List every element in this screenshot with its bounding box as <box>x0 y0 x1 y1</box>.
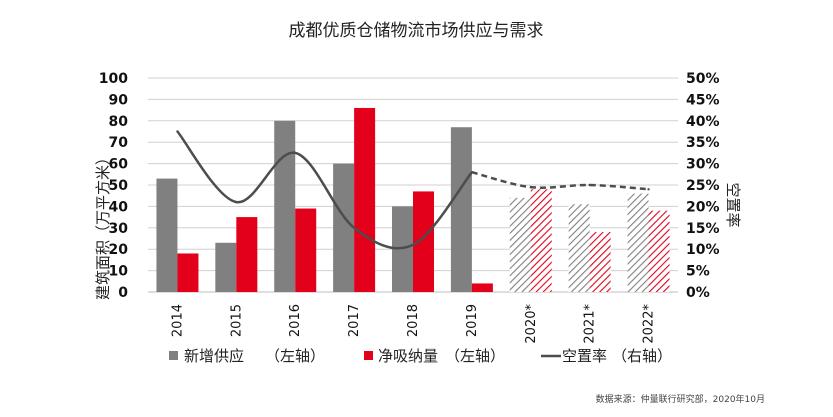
left-tick-label: 100 <box>99 71 128 87</box>
legend-label-vacancy: 空置率 <box>562 347 607 365</box>
vacancy-point-2020 <box>529 185 532 189</box>
vacancy-line-actual <box>176 130 473 250</box>
left-tick-label: 70 <box>109 135 129 151</box>
vacancy-point-2021 <box>588 183 591 187</box>
x-tick-label: 2022* <box>642 304 657 344</box>
left-axis-title: 建筑面积（万平方米） <box>94 150 112 300</box>
bar-absorption-2014 <box>177 253 199 292</box>
right-tick-label: 35% <box>686 135 720 151</box>
right-axis-title: 空置率 <box>724 182 742 227</box>
vacancy-line <box>176 130 650 250</box>
legend: 新增供应 （左轴） 净吸纳量 （左轴） 空置率 （右轴） <box>169 347 672 365</box>
left-tick-label: 90 <box>109 92 129 108</box>
right-tick-label: 5% <box>686 264 710 280</box>
vacancy-point-2017 <box>352 226 356 229</box>
x-tick-label: 2020* <box>524 304 539 344</box>
right-tick-label: 0% <box>686 285 710 301</box>
legend-label-absorption: 净吸纳量 <box>378 347 438 365</box>
x-tick-label: 2019 <box>465 304 480 337</box>
x-tick-label: 2021* <box>583 304 598 344</box>
bar-supply-2015 <box>215 242 237 292</box>
legend-swatch-supply <box>169 351 178 360</box>
x-axis-ticks: 2014 2015 2016 2017 2018 2019 2020* 2021* 2022* <box>170 304 656 344</box>
legend-axis-vacancy: （右轴） <box>612 347 672 365</box>
left-tick-label: 80 <box>109 114 129 130</box>
right-tick-label: 40% <box>686 114 720 130</box>
left-tick-label: 0 <box>118 285 128 301</box>
left-tick-label: 30 <box>109 221 129 237</box>
left-tick-label: 60 <box>109 157 129 173</box>
bar-supply-2014 <box>156 178 178 292</box>
left-tick-label: 20 <box>109 242 129 258</box>
bar-absorption-2022 <box>648 210 670 292</box>
chart-title: 成都优质仓储物流市场供应与需求 <box>289 21 544 41</box>
left-tick-label: 10 <box>109 264 129 280</box>
legend-swatch-absorption <box>364 351 373 360</box>
source-note: 数据来源：仲量联行研究部，2020年10月 <box>596 393 765 405</box>
x-tick-label: 2015 <box>229 304 244 337</box>
legend-label-supply: 新增供应 <box>184 347 244 365</box>
legend-axis-absorption: （左轴） <box>445 347 505 365</box>
bar-supply-2021 <box>568 204 590 292</box>
left-axis-ticks: 0 10 20 30 40 50 60 70 80 90 100 <box>99 71 128 301</box>
bar-supply-2016 <box>274 120 296 292</box>
vacancy-line-forecast <box>471 170 649 191</box>
bar-supply-2017 <box>333 163 355 292</box>
x-tick-label: 2017 <box>347 304 362 337</box>
x-tick-label: 2016 <box>288 304 303 337</box>
right-tick-label: 45% <box>686 92 720 108</box>
bars <box>156 107 670 293</box>
vacancy-point-2022 <box>647 188 650 191</box>
bar-absorption-2015 <box>236 217 258 292</box>
bar-absorption-2020 <box>530 189 552 292</box>
vacancy-point-2015 <box>235 200 238 204</box>
bar-absorption-2019 <box>471 283 493 292</box>
bar-supply-2020 <box>509 197 531 292</box>
right-tick-label: 10% <box>686 242 720 258</box>
vacancy-point-2014 <box>176 130 179 133</box>
left-tick-label: 50 <box>109 178 129 194</box>
x-tick-label: 2018 <box>406 304 421 337</box>
right-tick-label: 50% <box>686 71 720 87</box>
legend-axis-supply: （左轴） <box>265 347 325 365</box>
bar-absorption-2017 <box>354 107 376 293</box>
vacancy-point-2019 <box>470 170 474 174</box>
right-tick-label: 30% <box>686 157 720 173</box>
right-tick-label: 25% <box>686 178 720 194</box>
bar-absorption-2018 <box>413 191 434 292</box>
bar-supply-2019 <box>450 127 472 292</box>
bar-absorption-2016 <box>295 208 317 292</box>
left-tick-label: 40 <box>109 199 129 215</box>
vacancy-point-2018 <box>411 243 415 247</box>
bar-absorption-2021 <box>589 232 611 292</box>
right-tick-label: 15% <box>686 221 720 237</box>
right-axis-ticks: 0% 5% 10% 15% 20% 25% 30% 35% 40% 45% 50% <box>686 71 720 301</box>
x-tick-label: 2014 <box>170 304 185 337</box>
vacancy-point-2016 <box>294 151 297 155</box>
bar-supply-2022 <box>627 193 649 292</box>
right-tick-label: 20% <box>686 199 720 215</box>
